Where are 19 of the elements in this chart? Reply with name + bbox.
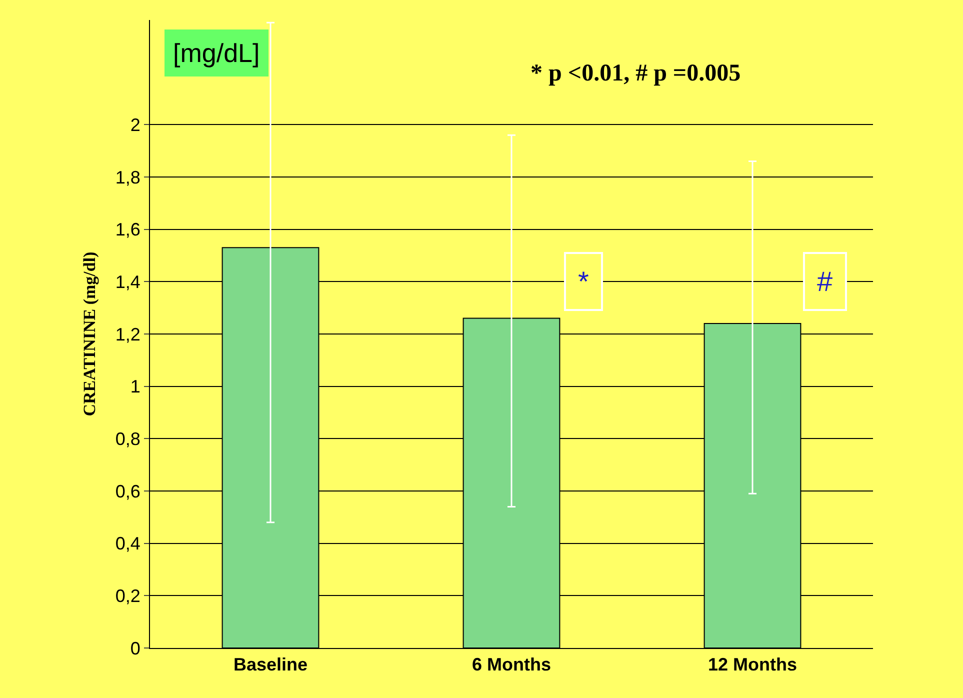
- y-tick-label: 0,2: [115, 586, 140, 606]
- annotation: *: [578, 266, 589, 297]
- x-tick-label: Baseline: [233, 654, 308, 675]
- x-tick-label: 6 Months: [472, 654, 551, 675]
- y-tick-label: 1,6: [115, 220, 140, 240]
- text: * p <0.01, # p =0.005: [530, 60, 741, 86]
- y-axis-title: CREATININE (mg/dl): [80, 252, 99, 416]
- y-tick-label: 1,4: [115, 272, 140, 292]
- y-tick-label: 0,6: [115, 481, 140, 502]
- annotation: [mg/dL]: [173, 38, 260, 68]
- y-tick-label: 2: [130, 114, 140, 135]
- x-tick-label: 12 Months: [708, 654, 798, 675]
- y-tick-label: 0,8: [115, 428, 140, 449]
- annotation: #: [817, 266, 833, 297]
- y-tick-label: 1,2: [115, 324, 140, 344]
- y-tick-label: 1,8: [115, 167, 140, 188]
- y-tick-label: 1: [130, 376, 140, 397]
- y-tick-label: 0: [130, 638, 140, 658]
- y-tick-label: 0,4: [115, 534, 140, 554]
